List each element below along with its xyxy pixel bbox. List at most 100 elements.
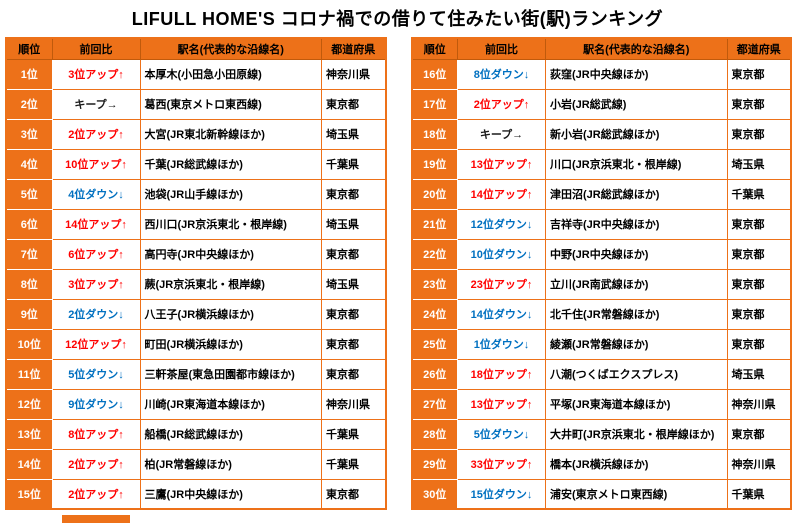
header-row: 順位 前回比 駅名(代表的な沿線名) 都道府県 (5, 37, 386, 60)
change-cell: 13位アップ↑ (457, 388, 546, 420)
change-cell: 4位ダウン↓ (51, 178, 141, 210)
rank-cell: 5位 (5, 178, 53, 210)
column-header: 前回比 (51, 37, 141, 60)
change-cell: 2位ダウン↓ (51, 298, 141, 330)
station-cell: 浦安(東京メトロ東西線) (545, 478, 728, 510)
prefecture-cell: 東京都 (726, 418, 792, 450)
prefecture-cell: 千葉県 (726, 178, 792, 210)
table-row: 19位 13位アップ↑ 川口(JR京浜東北・根岸線) 埼玉県 (411, 148, 792, 180)
station-cell: 平塚(JR東海道本線ほか) (545, 388, 728, 420)
change-cell: 1位ダウン↓ (457, 328, 546, 360)
rank-cell: 28位 (411, 418, 458, 450)
rank-cell: 12位 (5, 388, 53, 420)
ranking-table-1-15: 順位 前回比 駅名(代表的な沿線名) 都道府県 1位 3位アップ↑ 本厚木(小田急小田原線)… (5, 37, 387, 510)
change-cell: 15位ダウン↓ (457, 478, 546, 510)
prefecture-cell: 東京都 (726, 118, 792, 150)
ranking-table-16-30: 順位 前回比 駅名(代表的な沿線名) 都道府県 16位 8位ダウン↓ 荻窪(JR中央線ほか)… (410, 37, 792, 510)
table-row: 29位 33位アップ↑ 橋本(JR横浜線ほか) 神奈川県 (411, 448, 792, 480)
rank-cell: 24位 (411, 298, 458, 330)
change-cell: 12位アップ↑ (51, 328, 141, 360)
table-row: 4位 10位アップ↑ 千葉(JR総武線ほか) 千葉県 (5, 148, 386, 180)
prefecture-cell: 東京都 (726, 88, 792, 120)
station-cell: 橋本(JR横浜線ほか) (545, 448, 728, 480)
rank-cell: 26位 (411, 358, 458, 390)
prefecture-cell: 千葉県 (321, 418, 386, 450)
change-cell: キープ→ (457, 118, 546, 150)
prefecture-cell: 東京都 (726, 58, 792, 90)
station-cell: 船橋(JR総武線ほか) (139, 418, 322, 450)
prefecture-cell: 埼玉県 (321, 268, 386, 300)
table-row: 7位 6位アップ↑ 高円寺(JR中央線ほか) 東京都 (5, 238, 386, 270)
column-header: 順位 (411, 37, 458, 60)
station-cell: 中野(JR中央線ほか) (545, 238, 728, 270)
rank-cell: 15位 (5, 478, 53, 510)
prefecture-cell: 東京都 (726, 298, 792, 330)
station-cell: 小岩(JR総武線) (545, 88, 728, 120)
prefecture-cell: 東京都 (726, 238, 792, 270)
prefecture-cell: 埼玉県 (726, 148, 792, 180)
table-row: 2位 キープ→ 葛西(東京メトロ東西線) 東京都 (5, 88, 386, 120)
change-cell: 18位アップ↑ (457, 358, 546, 390)
table-row: 5位 4位ダウン↓ 池袋(JR山手線ほか) 東京都 (5, 178, 386, 210)
rank-cell: 13位 (5, 418, 53, 450)
rank-cell: 7位 (5, 238, 53, 270)
change-cell: 5位ダウン↓ (51, 358, 141, 390)
change-cell: 6位アップ↑ (51, 238, 141, 270)
station-cell: 吉祥寺(JR中央線ほか) (545, 208, 728, 240)
table-row: 28位 5位ダウン↓ 大井町(JR京浜東北・根岸線ほか) 東京都 (411, 418, 792, 450)
table-row: 23位 23位アップ↑ 立川(JR南武線ほか) 東京都 (411, 268, 792, 300)
change-cell: 14位アップ↑ (457, 178, 546, 210)
station-cell: 千葉(JR総武線ほか) (139, 148, 322, 180)
prefecture-cell: 神奈川県 (321, 58, 386, 90)
table-row: 17位 2位アップ↑ 小岩(JR総武線) 東京都 (411, 88, 792, 120)
station-cell: 川崎(JR東海道本線ほか) (139, 388, 322, 420)
station-cell: 綾瀬(JR常磐線ほか) (545, 328, 728, 360)
rank-cell: 9位 (5, 298, 53, 330)
prefecture-cell: 東京都 (321, 328, 386, 360)
rank-cell: 22位 (411, 238, 458, 270)
rank-cell: 16位 (411, 58, 458, 90)
rank-cell: 2位 (5, 88, 53, 120)
prefecture-cell: 東京都 (726, 268, 792, 300)
table-row: 3位 2位アップ↑ 大宮(JR東北新幹線ほか) 埼玉県 (5, 118, 386, 150)
rank-cell: 17位 (411, 88, 458, 120)
table-row: 15位 2位アップ↑ 三鷹(JR中央線ほか) 東京都 (5, 478, 386, 510)
table-row: 25位 1位ダウン↓ 綾瀬(JR常磐線ほか) 東京都 (411, 328, 792, 360)
change-cell: 14位アップ↑ (51, 208, 141, 240)
table-row: 11位 5位ダウン↓ 三軒茶屋(東急田園都市線ほか) 東京都 (5, 358, 386, 390)
station-cell: 津田沼(JR総武線ほか) (545, 178, 728, 210)
tables-container: 順位 前回比 駅名(代表的な沿線名) 都道府県 1位 3位アップ↑ 本厚木(小田急小田原線)… (0, 37, 795, 510)
column-header: 駅名(代表的な沿線名) (139, 37, 322, 60)
station-cell: 立川(JR南武線ほか) (545, 268, 728, 300)
prefecture-cell: 東京都 (321, 238, 386, 270)
change-cell: 14位ダウン↓ (457, 298, 546, 330)
change-cell: 2位アップ↑ (51, 478, 141, 510)
prefecture-cell: 神奈川県 (726, 388, 792, 420)
station-cell: 高円寺(JR中央線ほか) (139, 238, 322, 270)
prefecture-cell: 東京都 (321, 178, 386, 210)
station-cell: 西川口(JR京浜東北・根岸線) (139, 208, 322, 240)
rank-cell: 14位 (5, 448, 53, 480)
change-cell: 2位アップ↑ (51, 118, 141, 150)
table-row: 16位 8位ダウン↓ 荻窪(JR中央線ほか) 東京都 (411, 58, 792, 90)
change-cell: 10位ダウン↓ (457, 238, 546, 270)
rank-cell: 30位 (411, 478, 458, 510)
table-row: 26位 18位アップ↑ 八潮(つくばエクスプレス) 埼玉県 (411, 358, 792, 390)
change-cell: 3位アップ↑ (51, 268, 141, 300)
rank-cell: 10位 (5, 328, 53, 360)
prefecture-cell: 埼玉県 (726, 358, 792, 390)
table-row: 1位 3位アップ↑ 本厚木(小田急小田原線) 神奈川県 (5, 58, 386, 90)
change-cell: 13位アップ↑ (457, 148, 546, 180)
rank-cell: 20位 (411, 178, 458, 210)
rank-cell: 8位 (5, 268, 53, 300)
table-row: 30位 15位ダウン↓ 浦安(東京メトロ東西線) 千葉県 (411, 478, 792, 510)
rank-cell: 19位 (411, 148, 458, 180)
station-cell: 大井町(JR京浜東北・根岸線ほか) (545, 418, 728, 450)
prefecture-cell: 東京都 (726, 208, 792, 240)
column-header: 都道府県 (321, 37, 386, 60)
station-cell: 大宮(JR東北新幹線ほか) (139, 118, 322, 150)
station-cell: 蕨(JR京浜東北・根岸線) (139, 268, 322, 300)
change-cell: 12位ダウン↓ (457, 208, 546, 240)
rank-cell: 3位 (5, 118, 53, 150)
table-row: 8位 3位アップ↑ 蕨(JR京浜東北・根岸線) 埼玉県 (5, 268, 386, 300)
